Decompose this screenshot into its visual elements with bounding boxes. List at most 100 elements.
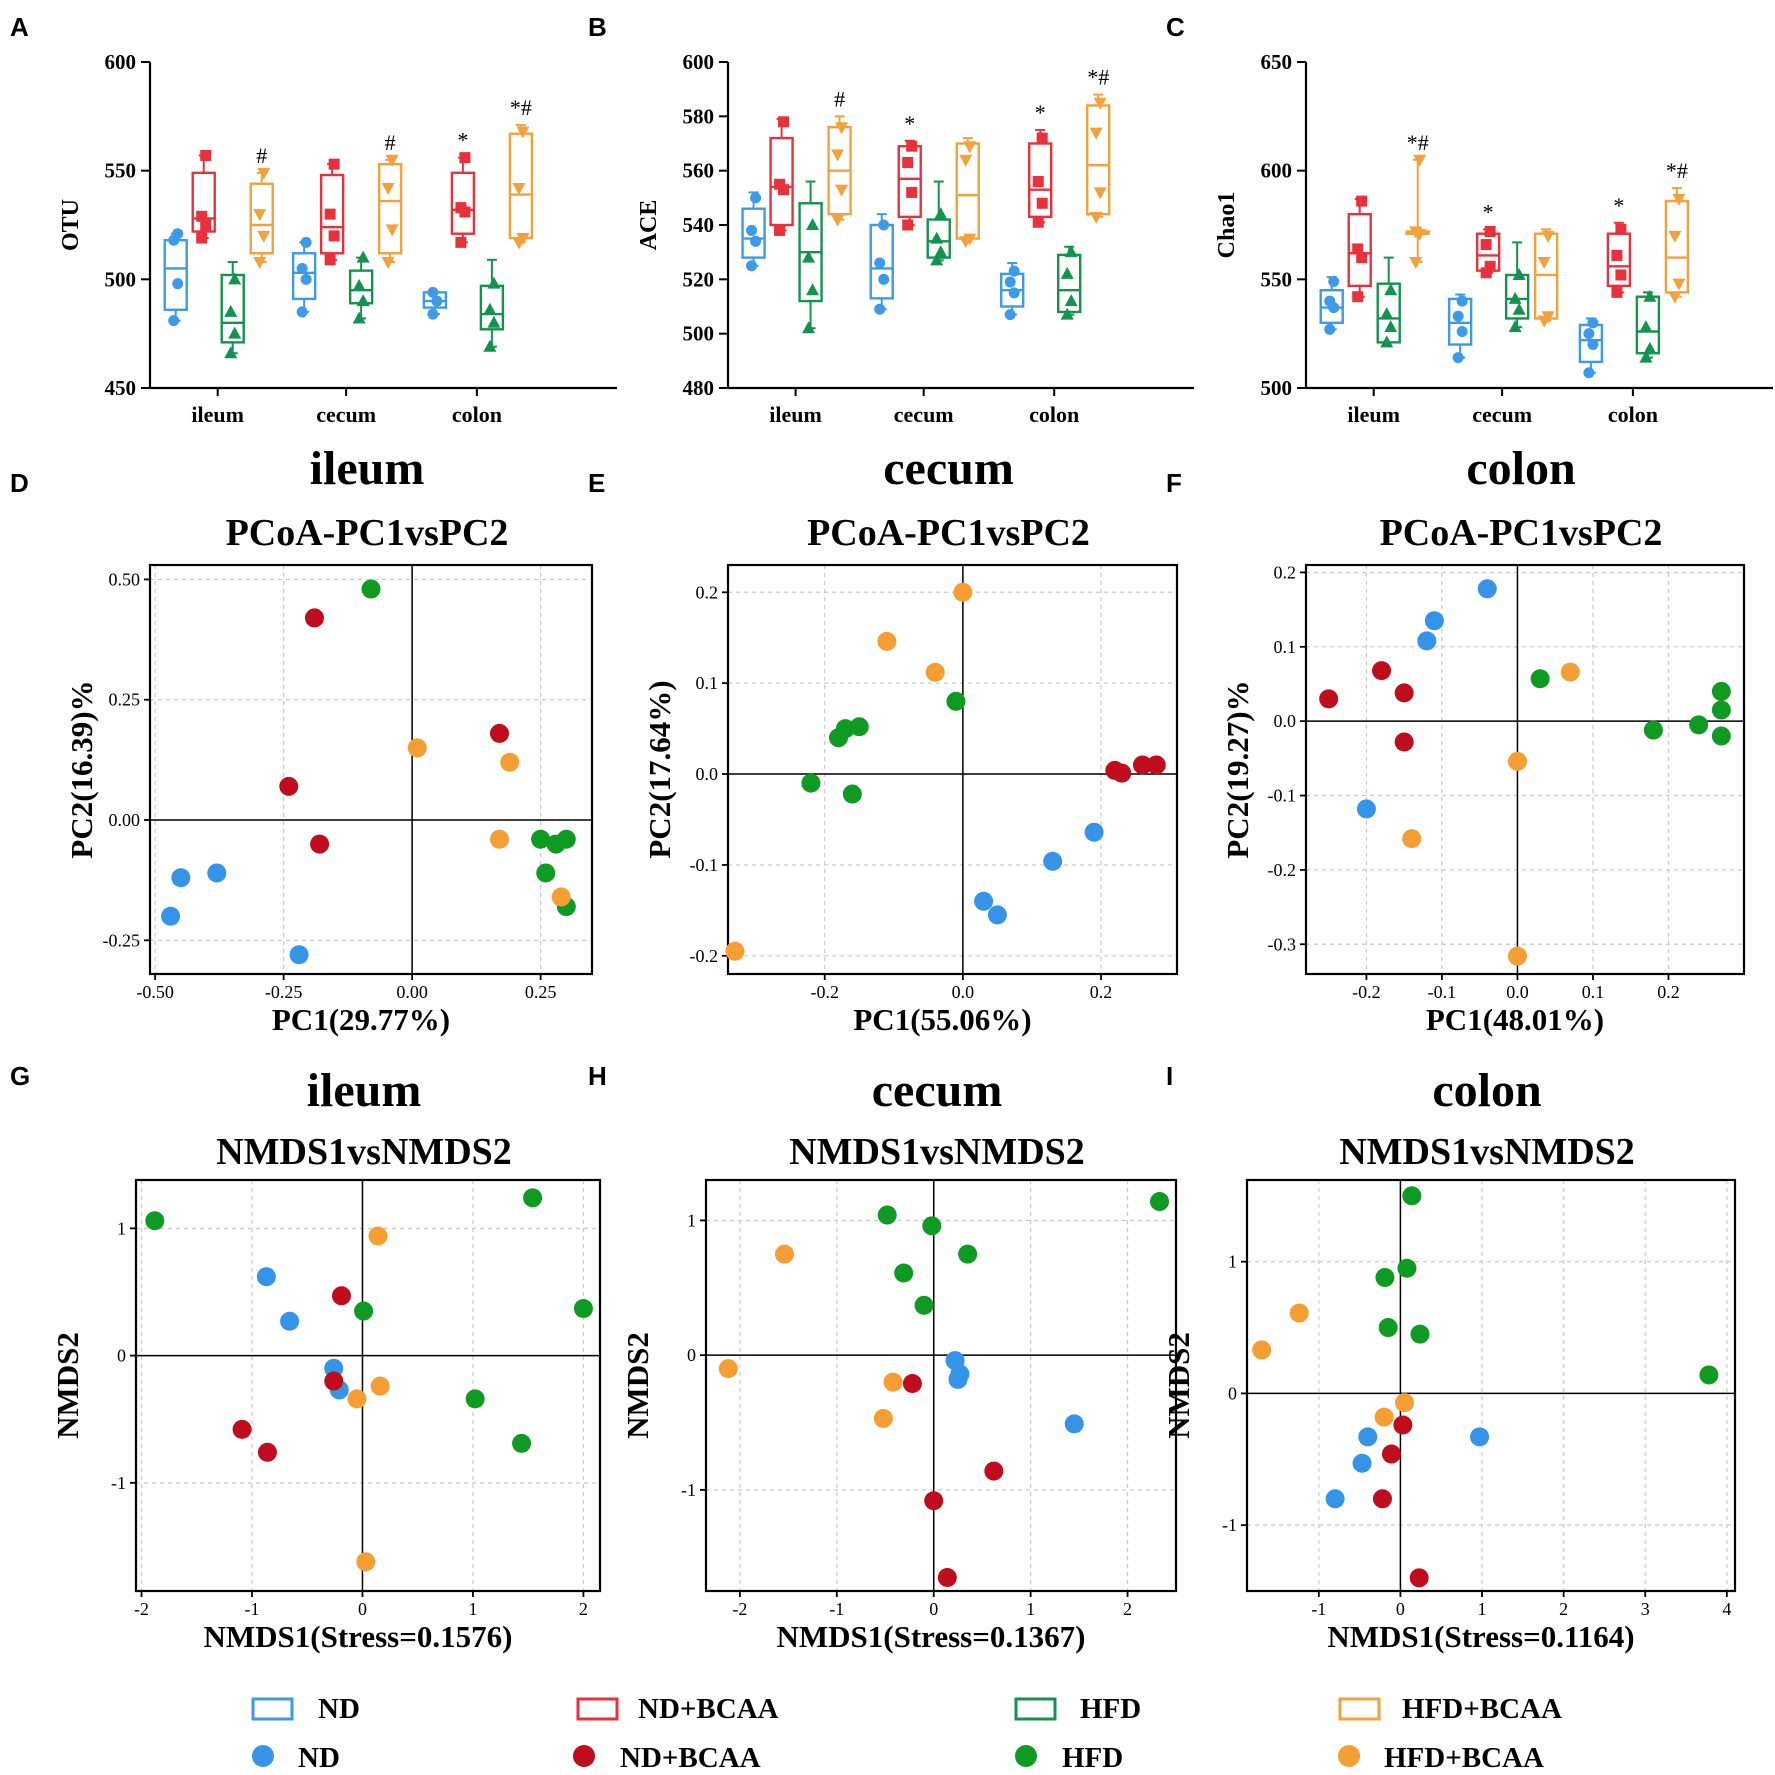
significance-mark: *# <box>1087 65 1109 90</box>
data-point <box>1541 230 1555 243</box>
scatter-point <box>304 608 324 628</box>
data-point <box>1089 127 1103 140</box>
y-axis-title: Chao1 <box>1214 192 1240 259</box>
y-tick-label: 520 <box>683 267 715 291</box>
y-tick-label: 0.1 <box>1274 637 1297 657</box>
scatter-point <box>512 1433 532 1453</box>
y-tick-label: -1 <box>681 1480 696 1500</box>
x-tick-label: 0 <box>1396 1599 1405 1619</box>
y-tick-label: -0.1 <box>690 855 719 875</box>
data-point <box>1668 230 1682 243</box>
chart-subtitle: PCoA-PC1vsPC2 <box>1380 512 1663 554</box>
legend-label: ND+BCAA <box>638 1693 779 1725</box>
y-axis-title: OTU <box>58 199 84 251</box>
x-tick-label: 0.2 <box>1657 982 1680 1002</box>
scatter-point <box>835 719 855 739</box>
legend-label: HFD+BCAA <box>1384 1742 1544 1774</box>
data-point <box>1672 193 1686 206</box>
x-tick-label: -2 <box>732 1599 747 1619</box>
scatter-point <box>573 1299 593 1319</box>
data-point <box>483 302 497 315</box>
scatter-point <box>500 752 520 772</box>
chart-title: colon <box>1432 1064 1541 1117</box>
y-tick-label: 1 <box>1228 1252 1237 1272</box>
data-point <box>906 140 918 152</box>
data-point <box>1409 256 1423 269</box>
data-point <box>1508 320 1522 333</box>
scatter-point <box>489 723 509 743</box>
data-point <box>224 304 238 317</box>
scatter-point <box>556 829 576 849</box>
data-point <box>1352 291 1364 303</box>
x-tick-label: -2 <box>134 1599 149 1619</box>
scatter-point <box>774 1244 794 1264</box>
y-tick-label: -0.1 <box>1268 786 1297 806</box>
scatter-point <box>1325 1489 1345 1509</box>
scatter-point <box>145 1211 165 1231</box>
scatter-point <box>1643 720 1663 740</box>
box <box>249 182 274 255</box>
data-point <box>934 245 948 258</box>
data-point <box>1384 283 1398 296</box>
scatter-point <box>536 863 556 883</box>
data-point <box>224 346 238 359</box>
scatter-point <box>987 905 1007 925</box>
legend-label: ND <box>318 1693 360 1725</box>
scatter-point <box>489 829 509 849</box>
data-point <box>296 262 308 274</box>
data-point <box>878 219 890 231</box>
scatter-point <box>1394 1393 1414 1413</box>
box <box>1085 104 1111 216</box>
data-point <box>1356 252 1368 264</box>
data-point <box>1668 291 1682 304</box>
data-point <box>516 233 530 246</box>
scatter-point <box>1064 1414 1084 1434</box>
data-point <box>352 278 366 291</box>
x-tick-label: ileum <box>1347 402 1400 427</box>
data-point <box>1480 267 1492 279</box>
y-tick-label: -0.2 <box>1268 860 1297 880</box>
data-point <box>746 260 758 272</box>
x-tick-label: 0.00 <box>396 982 428 1002</box>
legend-label: ND+BCAA <box>620 1742 761 1774</box>
scatter-point <box>883 1372 903 1392</box>
box <box>897 145 922 219</box>
scatter-point <box>801 773 821 793</box>
data-point <box>1413 154 1427 167</box>
data-point <box>1456 295 1468 307</box>
box <box>377 162 403 255</box>
x-tick-label: 2 <box>1559 1599 1568 1619</box>
scatter-point <box>1689 715 1709 735</box>
y-tick-label: 0.50 <box>109 569 141 589</box>
data-point <box>324 208 336 220</box>
scatter-point <box>1470 1427 1490 1447</box>
plot-frame <box>726 563 1179 976</box>
data-point <box>906 186 918 198</box>
x-tick-label: 0 <box>358 1599 367 1619</box>
scatter-point <box>370 1376 390 1396</box>
scatter-point <box>207 863 227 883</box>
scatter-point <box>1397 1258 1417 1278</box>
data-point <box>228 272 242 285</box>
chart-subtitle: NMDS1vsNMDS2 <box>1339 1131 1635 1173</box>
data-point <box>1508 291 1522 304</box>
y-axis-title: NMDS2 <box>620 1332 655 1439</box>
x-tick-label: 2 <box>579 1599 588 1619</box>
legend-box-swatch <box>251 1697 294 1721</box>
data-point <box>1036 132 1048 144</box>
data-point <box>296 306 308 318</box>
scatter-point <box>531 829 551 849</box>
data-point <box>959 154 973 167</box>
scatter-point <box>1402 1186 1422 1206</box>
data-point <box>1480 239 1492 251</box>
x-tick-label: 0 <box>929 1599 938 1619</box>
y-tick-label: 0.25 <box>109 690 141 710</box>
scatter-point <box>1393 1415 1413 1435</box>
scatter-point <box>925 662 945 682</box>
chart-subtitle: PCoA-PC1vsPC2 <box>226 512 509 554</box>
data-point <box>300 236 312 248</box>
scatter-point <box>953 582 973 602</box>
significance-mark: * <box>904 111 915 136</box>
data-point <box>487 315 501 328</box>
plot-frame <box>1304 563 1746 976</box>
